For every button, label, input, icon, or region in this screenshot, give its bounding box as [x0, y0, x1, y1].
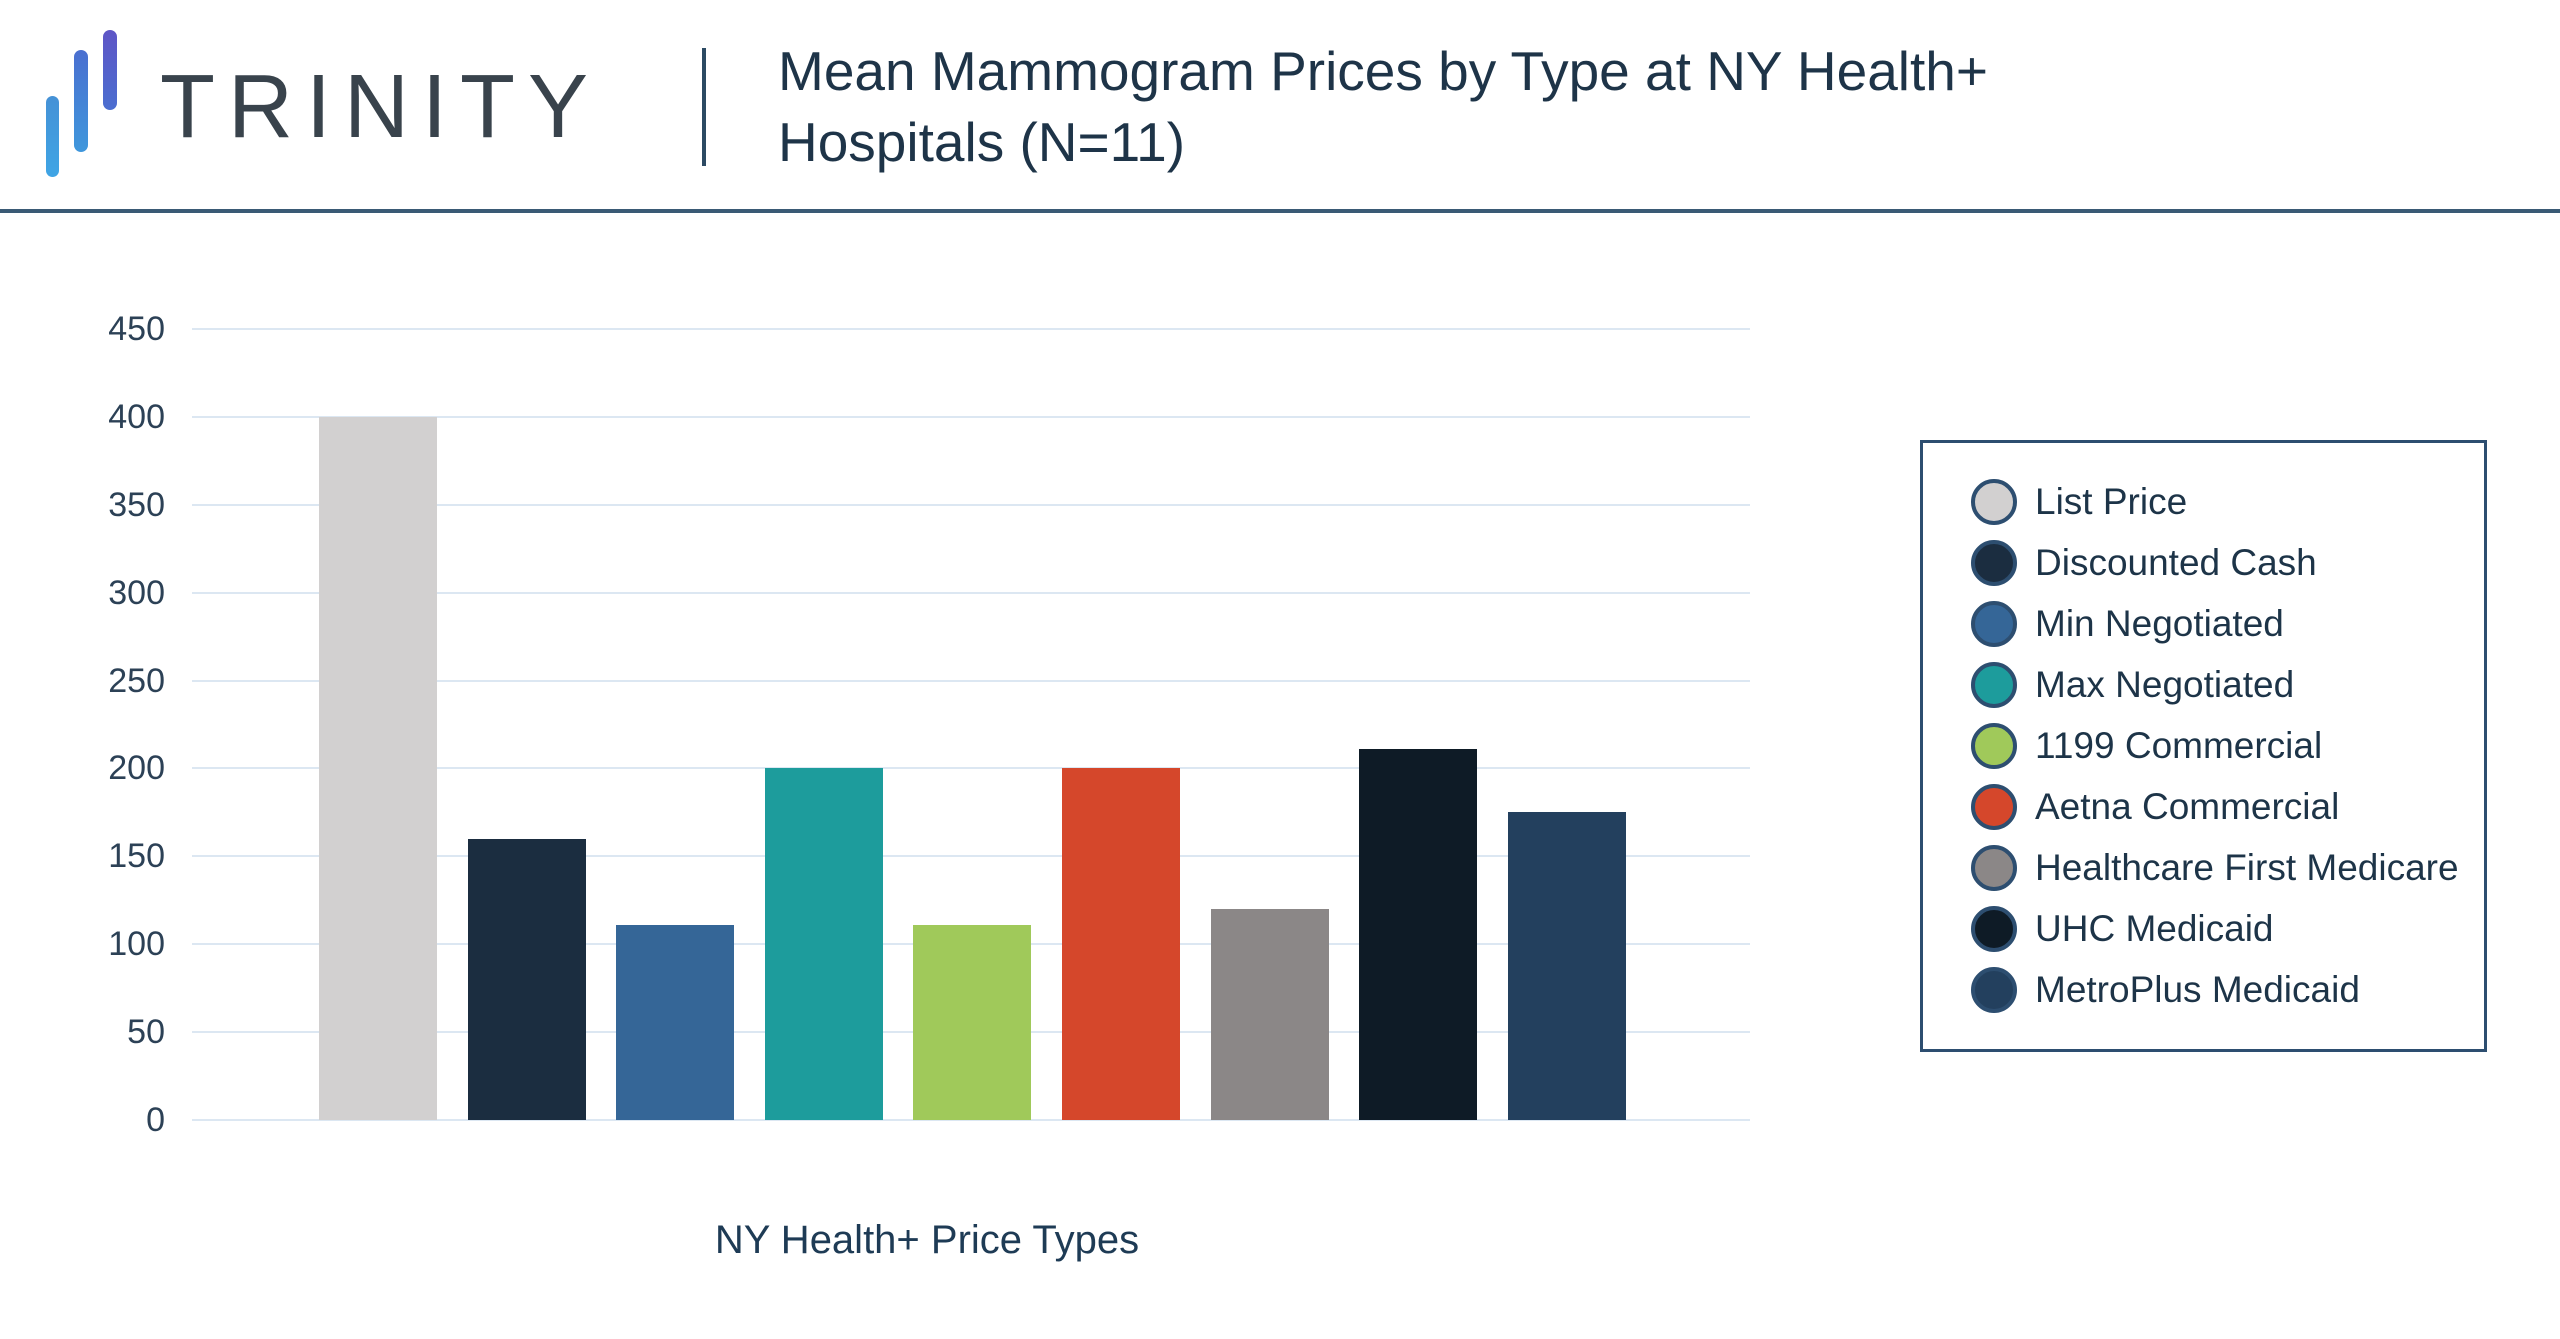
gridline-y-300 [192, 591, 1750, 594]
gridline-y-400 [192, 415, 1750, 418]
legend-item-label: Min Negotiated [2035, 603, 2284, 644]
y-tick-label-50: 50 [127, 1013, 165, 1052]
legend-item-label: UHC Medicaid [2035, 908, 2274, 949]
legend-item-label: MetroPlus Medicaid [2035, 969, 2360, 1010]
y-tick-label-300: 300 [108, 573, 165, 612]
bar-discounted-cash [467, 838, 586, 1120]
gridline-y-0 [192, 1119, 1750, 1121]
bar-min-negotiated [616, 924, 735, 1120]
y-tick-label-0: 0 [146, 1101, 165, 1139]
y-tick-label-400: 400 [108, 397, 165, 436]
header-divider [702, 48, 706, 166]
legend-item: Healthcare First Medicare [1971, 837, 2484, 898]
legend-swatch-icon [1971, 600, 2017, 647]
legend-item: List Price [1971, 471, 2484, 532]
legend-item-label: Aetna Commercial [2035, 786, 2340, 827]
x-axis-title: NY Health+ Price Types [714, 1218, 1140, 1262]
gridline-y-200 [192, 767, 1750, 770]
bar-list-price [319, 416, 437, 1120]
gridline-y-250 [192, 679, 1750, 682]
bar-1199-commercial [913, 924, 1032, 1120]
legend-item: 1199 Commercial [1971, 715, 2484, 776]
bar-max-negotiated [764, 768, 883, 1120]
y-tick-label-150: 150 [108, 837, 165, 876]
legend-item-label: List Price [2035, 481, 2188, 522]
bar-uhc-medicaid [1359, 749, 1478, 1120]
legend-item-label: Max Negotiated [2035, 664, 2295, 705]
legend-item: Max Negotiated [1971, 654, 2484, 715]
gridline-y-150 [192, 855, 1750, 858]
trinity-logo-bar-icon [103, 30, 117, 110]
trinity-logo-bar-icon [46, 96, 59, 177]
legend-item-label: Healthcare First Medicare [2035, 847, 2459, 888]
y-tick-label-350: 350 [108, 485, 165, 524]
legend-swatch-icon [1971, 844, 2017, 891]
bar-aetna-commercial [1062, 768, 1180, 1120]
legend-swatch-icon [1971, 539, 2017, 586]
legend-swatch-icon [1971, 905, 2017, 952]
legend-item: Aetna Commercial [1971, 776, 2484, 837]
y-tick-label-250: 250 [108, 661, 165, 700]
legend-swatch-icon [1971, 478, 2017, 525]
bar-metroplus-medicaid [1507, 812, 1626, 1120]
header: TRINITY Mean Mammogram Prices by Type at… [0, 0, 2560, 213]
y-tick-label-450: 450 [108, 310, 165, 348]
y-tick-label-100: 100 [108, 925, 165, 964]
legend-swatch-icon [1971, 722, 2017, 769]
legend-swatch-icon [1971, 783, 2017, 830]
legend: List Price Discounted Cash Min Negotiated M… [1920, 440, 2487, 1052]
legend-swatch-icon [1971, 966, 2017, 1013]
brand-wordmark: TRINITY [160, 57, 601, 157]
bar-healthcare-first-medicare [1210, 909, 1329, 1120]
legend-item-label: Discounted Cash [2035, 542, 2317, 583]
gridline-y-450 [192, 328, 1750, 330]
y-tick-label-200: 200 [108, 749, 165, 788]
legend-item: Discounted Cash [1971, 532, 2484, 593]
gridline-y-350 [192, 503, 1750, 506]
legend-swatch-icon [1971, 661, 2017, 708]
chart-title: Mean Mammogram Prices by Type at NY Heal… [778, 40, 1988, 173]
legend-item-label: 1199 Commercial [2035, 725, 2323, 766]
legend-item: UHC Medicaid [1971, 898, 2484, 959]
legend-item: MetroPlus Medicaid [1971, 959, 2484, 1020]
legend-item: Min Negotiated [1971, 593, 2484, 654]
trinity-logo-bar-icon [74, 50, 88, 152]
